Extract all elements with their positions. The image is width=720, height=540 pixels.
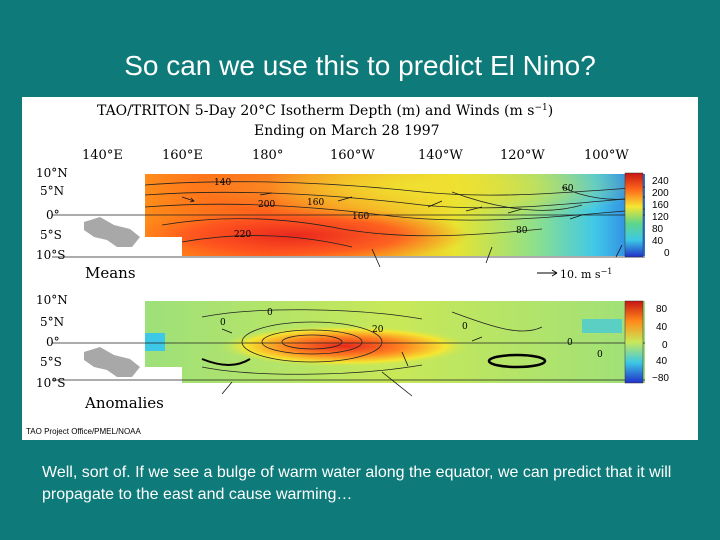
lon-tick: 140°W (418, 148, 463, 163)
longitude-axis: 140°E 160°E 180° 160°W 140°W 120°W 100°W (82, 148, 629, 163)
lon-tick: 140°E (82, 148, 123, 163)
lat-tick: 0° (46, 335, 60, 349)
land-mass (84, 347, 140, 377)
figure-credit: TAO Project Office/PMEL/NOAA (26, 427, 142, 436)
anomalies-latitude-axis: 10°N 5°N 0° 5°S 10°S (36, 293, 68, 390)
anomalies-panel: 0 0 20 0 0 0 (52, 301, 645, 397)
lat-tick: 10°S (36, 248, 66, 262)
lon-tick: 160°E (162, 148, 203, 163)
colorbar-tick: −80 (652, 373, 669, 384)
isotherm-figure: TAO/TRITON 5-Day 20°C Isotherm Depth (m)… (22, 97, 698, 440)
figure-title-line1: TAO/TRITON 5-Day 20°C Isotherm Depth (m)… (97, 103, 553, 119)
means-latitude-axis: 10°N 5°N 0° 5°S 10°S (36, 166, 68, 262)
contour-label: 0 (462, 322, 468, 332)
contour-label: 160 (307, 198, 324, 208)
colorbar-tick: 240 (652, 176, 669, 187)
figure-title-line2: Ending on March 28 1997 (254, 123, 440, 139)
lat-tick: 0° (46, 208, 60, 222)
lat-tick: 10°N (36, 293, 68, 307)
contour-label: 20 (372, 325, 384, 335)
lon-tick: 160°W (330, 148, 375, 163)
means-colorbar: 240 200 160 120 80 40 0 (624, 172, 670, 259)
colorbar-tick: 40 (652, 236, 664, 247)
wind-scale-label: 10. m s−1 (560, 267, 612, 281)
colorbar-tick: 120 (652, 212, 669, 223)
lat-tick: 5°S (40, 355, 62, 369)
colorbar-tick: 0 (664, 248, 670, 259)
lat-tick: 10°N (36, 166, 68, 180)
lat-tick: 10°S (36, 376, 66, 390)
slide-caption: Well, sort of. If we see a bulge of warm… (42, 464, 672, 503)
contour-label: 200 (258, 200, 275, 210)
colorbar-tick: 80 (656, 304, 668, 315)
colorbar-tick: 40 (656, 322, 668, 333)
colorbar-tick: 40 (656, 356, 668, 367)
contour-label: 0 (267, 308, 273, 318)
contour-label: 160 (352, 212, 369, 222)
lat-tick: 5°N (40, 184, 64, 198)
contour-label: 140 (214, 178, 231, 188)
lon-tick: 120°W (500, 148, 545, 163)
figure-svg: TAO/TRITON 5-Day 20°C Isotherm Depth (m)… (26, 103, 670, 436)
anomalies-colorbar: 80 40 0 40 −80 (624, 300, 669, 384)
slide-title: So can we use this to predict El Nino? (124, 50, 596, 81)
colorbar-tick: 200 (652, 188, 669, 199)
wind-scale: 10. m s−1 (537, 267, 612, 281)
lon-tick: 100°W (584, 148, 629, 163)
lat-tick: 5°N (40, 315, 64, 329)
contour-label: 220 (234, 230, 251, 240)
colorbar-tick: 0 (662, 340, 668, 351)
anomalies-label: Anomalies (84, 394, 164, 412)
contour-label: 60 (562, 184, 574, 194)
lat-tick: 5°S (40, 228, 62, 242)
contour-label: 0 (220, 318, 226, 328)
colorbar-tick: 80 (652, 224, 664, 235)
colorbar-tick: 160 (652, 200, 669, 211)
means-panel: 140 200 160 220 160 60 80 (52, 174, 646, 268)
land-mass (84, 217, 140, 247)
contour-label: 80 (516, 226, 528, 236)
lon-tick: 180° (252, 148, 283, 163)
means-label: Means (85, 264, 136, 282)
contour-label: 0 (597, 350, 603, 360)
